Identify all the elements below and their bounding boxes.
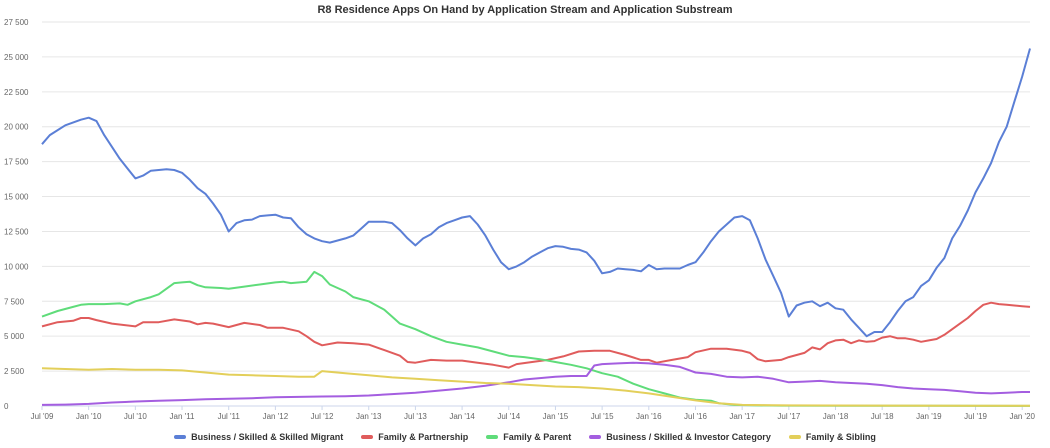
x-tick-label: Jul '14 (497, 412, 520, 421)
legend-item[interactable]: Family & Partnership (361, 432, 468, 442)
legend-label: Family & Parent (503, 432, 572, 442)
legend-item[interactable]: Family & Parent (486, 432, 571, 442)
x-tick-label: Jan '18 (823, 412, 849, 421)
y-tick-label: 25 000 (4, 53, 29, 62)
series-line-1 (41, 301, 1031, 369)
y-tick-label: 22 500 (4, 88, 29, 97)
x-tick-label: Jan '12 (263, 412, 289, 421)
y-tick-label: 20 000 (4, 123, 29, 132)
x-tick-label: Jan '13 (356, 412, 382, 421)
legend-label: Family & Sibling (805, 432, 876, 442)
x-tick-label: Jan '10 (76, 412, 102, 421)
x-tick-label: Jul '13 (404, 412, 427, 421)
x-tick-label: Jul '10 (124, 412, 147, 421)
y-tick-label: 17 500 (4, 158, 29, 167)
legend-swatch (486, 435, 499, 439)
legend-swatch (361, 435, 374, 439)
x-tick-label: Jul '12 (311, 412, 334, 421)
x-tick-label: Jul '16 (684, 412, 707, 421)
x-tick-label: Jul '19 (964, 412, 987, 421)
series-line-3 (41, 361, 1030, 406)
series-line-4 (41, 367, 1031, 407)
legend-label: Business / Skilled & Skilled Migrant (191, 432, 344, 442)
y-axis: 0 2 500 5 000 7 500 10 000 12 500 15 000 17 500… (4, 18, 29, 411)
x-tick-label: Jul '18 (871, 412, 894, 421)
x-tick-label: Jan '16 (636, 412, 662, 421)
legend: Business / Skilled & Skilled Migrant Fami… (0, 432, 1050, 442)
chart-title: R8 Residence Apps On Hand by Application… (317, 4, 733, 16)
series-line-2 (41, 270, 1031, 407)
x-tick-label: Jan '19 (916, 412, 942, 421)
x-tick-label: Jan '20 (1009, 412, 1035, 421)
x-tick-label: Jan '11 (170, 412, 196, 421)
y-tick-label: 12 500 (4, 227, 29, 236)
y-tick-label: 5 000 (4, 332, 25, 341)
legend-label: Business / Skilled & Investor Category (606, 432, 771, 442)
legend-swatch (788, 435, 801, 439)
legend-item[interactable]: Business / Skilled & Skilled Migrant (174, 432, 343, 442)
x-tick-label: Jul '17 (777, 412, 800, 421)
grid-lines (42, 21, 1030, 407)
x-tick-label: Jan '14 (449, 412, 475, 421)
x-tick-label: Jul '09 (31, 412, 54, 421)
series-line-0 (41, 48, 1031, 338)
legend-swatch (589, 435, 602, 439)
series-lines (41, 48, 1031, 407)
x-axis: Jul '09 Jan '10 Jul '10 Jan '11 Jul '11 Jan '… (31, 406, 1036, 421)
legend-swatch (174, 435, 187, 439)
x-tick-label: Jan '15 (543, 412, 569, 421)
y-tick-label: 27 500 (4, 18, 29, 27)
y-tick-label: 10 000 (4, 262, 29, 271)
legend-label: Family & Partnership (378, 432, 469, 442)
legend-item[interactable]: Business / Skilled & Investor Category (589, 432, 771, 442)
x-tick-label: Jul '11 (218, 412, 241, 421)
x-tick-label: Jan '17 (729, 412, 755, 421)
y-tick-label: 0 (4, 402, 9, 411)
legend-item[interactable]: Family & Sibling (788, 432, 876, 442)
y-tick-label: 7 500 (4, 297, 25, 306)
y-tick-label: 2 500 (4, 367, 25, 376)
y-tick-label: 15 000 (4, 193, 29, 202)
x-tick-label: Jul '15 (591, 412, 614, 421)
